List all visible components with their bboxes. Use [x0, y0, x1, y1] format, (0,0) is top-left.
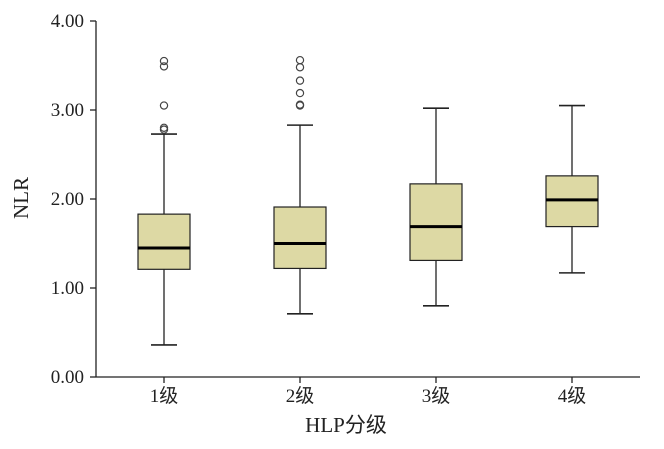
y-axis-title: NLR: [9, 177, 33, 219]
y-axis: 0.00 1.00 2.00 3.00 4.00: [51, 11, 97, 388]
box-group: [137, 56, 191, 346]
outlier-point: [295, 55, 305, 65]
box-series: [137, 55, 599, 346]
outlier-point: [159, 56, 169, 66]
x-tick-label: 1级: [150, 385, 179, 407]
x-axis-title: HLP分级: [305, 413, 387, 437]
x-axis: 1级 2级 3级 4级: [96, 376, 640, 407]
box-group: [409, 107, 463, 307]
y-tick-label: 0.00: [51, 367, 84, 388]
y-tick-label: 3.00: [51, 100, 84, 121]
x-tick-label: 3级: [422, 385, 451, 407]
x-tick-label: 4级: [558, 385, 587, 407]
outlier-point: [159, 123, 169, 133]
outlier-point: [159, 101, 169, 110]
outlier-point: [159, 62, 169, 71]
box-group: [545, 104, 599, 274]
outlier-point: [295, 100, 305, 109]
box-group: [273, 55, 327, 315]
y-tick-label: 4.00: [51, 11, 84, 32]
iqr-box: [409, 183, 463, 262]
outlier-point: [295, 63, 305, 72]
iqr-box: [273, 206, 327, 270]
outlier-point: [295, 88, 305, 98]
y-tick-label: 1.00: [51, 278, 84, 299]
outlier-point: [295, 76, 305, 85]
y-tick-label: 2.00: [51, 189, 84, 210]
iqr-box: [137, 213, 191, 270]
x-tick-label: 2级: [286, 385, 315, 407]
